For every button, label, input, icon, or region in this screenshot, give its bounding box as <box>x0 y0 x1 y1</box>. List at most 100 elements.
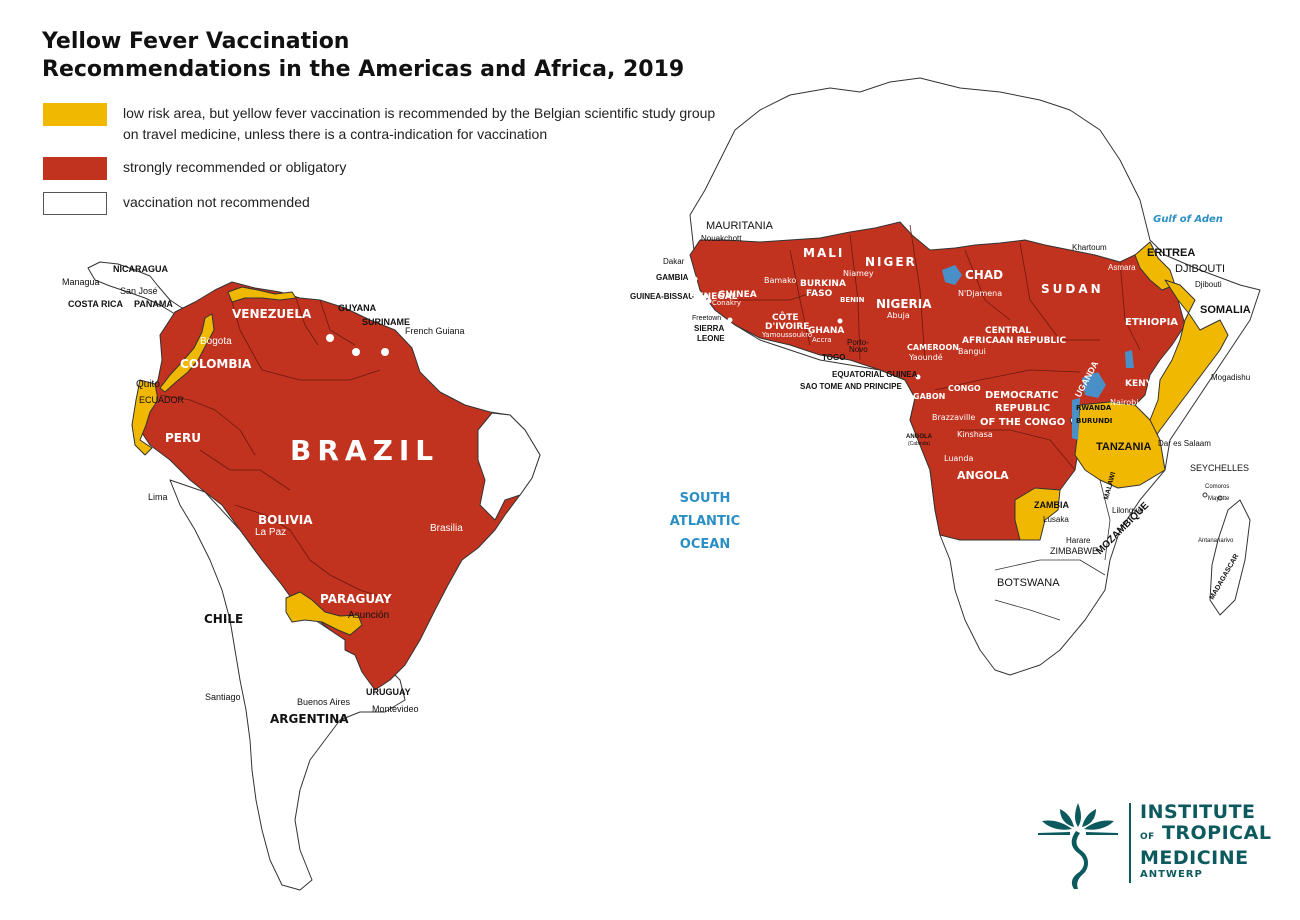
label-nicaragua: NICARAGUA <box>113 264 168 274</box>
label-djibouti-city: Djibouti <box>1195 280 1222 289</box>
label-brazzaville: Brazzaville <box>932 413 975 422</box>
legend-swatch-obligatory <box>43 157 107 180</box>
label-la-paz: La Paz <box>255 527 286 538</box>
label-montevideo: Montevideo <box>372 704 419 714</box>
label-somalia: SOMALIA <box>1200 304 1251 316</box>
colombia-andes-low-risk <box>159 313 215 393</box>
label-nouakchott: Nouakchott <box>701 234 742 243</box>
label-sierra: SIERRA <box>694 324 724 333</box>
label-antananarivo: Antananarivo <box>1198 538 1234 544</box>
label-brazil: BRAZIL <box>290 434 439 467</box>
label-rwanda: RWANDA <box>1076 404 1112 412</box>
legend-label-low-risk-2: on travel medicine, unless there is a co… <box>123 126 548 142</box>
label-bogota: Bogota <box>200 336 232 347</box>
label-djibouti: DJIBOUTI <box>1175 263 1225 275</box>
itm-logo-icon <box>1038 803 1118 889</box>
label-guinea: GUINEA <box>718 290 757 300</box>
label-angola-cabinda: ANGOLA <box>906 434 933 440</box>
label-togo: TOGO <box>822 353 845 362</box>
label-comoros: Comoros <box>1205 484 1229 490</box>
label-bamako: Bamako <box>764 276 796 285</box>
logo-line-3: MEDICINE <box>1140 847 1249 869</box>
label-car-1: CENTRAL <box>985 326 1031 336</box>
paraguay-argentina-low-risk <box>285 591 363 636</box>
logo-line-4: ANTWERP <box>1140 869 1203 880</box>
label-guinea-bissau: GUINEA-BISSAU <box>630 292 694 301</box>
label-equatorial-guinea: EQUATORIAL GUINEA <box>832 370 918 379</box>
title-line-2: Recommendations in the Americas and Afri… <box>42 57 685 82</box>
label-sao-tome: SAO TOME AND PRINCIPE <box>800 382 902 391</box>
label-zambia: ZAMBIA <box>1034 500 1069 510</box>
label-eritrea: ERITREA <box>1147 247 1195 259</box>
label-conakry: Conakry <box>712 299 741 307</box>
label-kinshasa: Kinshasa <box>957 430 993 439</box>
label-quito: Quito <box>136 379 160 390</box>
label-kenya: KENYA <box>1125 379 1158 389</box>
label-managua: Managua <box>62 277 100 287</box>
lake-turkana <box>1125 350 1134 368</box>
label-bangui: Bangui <box>958 347 986 356</box>
label-mayotte: Mayotte <box>1208 496 1230 502</box>
label-ecuador: ECUADOR <box>139 395 185 405</box>
label-zimbabwe: ZIMBABWE <box>1050 546 1098 556</box>
label-chile: CHILE <box>204 612 243 626</box>
label-lusaka: Lusaka <box>1043 515 1069 524</box>
label-luanda: Luanda <box>944 454 973 463</box>
label-venezuela: VENEZUELA <box>232 307 312 321</box>
label-porto: Porto- <box>847 338 869 347</box>
label-uruguay: URUGUAY <box>366 687 411 697</box>
label-ocean-2: ATLANTIC <box>670 514 740 529</box>
label-angola: ANGOLA <box>957 469 1009 482</box>
label-yaounde: Yaoundé <box>908 352 943 362</box>
label-bolivia: BOLIVIA <box>258 513 313 527</box>
lake-tanganyika <box>1072 398 1080 440</box>
map-title: Yellow Fever Vaccination Recommendations… <box>42 28 684 84</box>
label-cabinda: (Cabinda) <box>908 441 930 447</box>
label-lima: Lima <box>148 492 168 502</box>
legend-item-obligatory: strongly recommended or obligatory <box>43 157 723 180</box>
label-burundi: BURUNDI <box>1076 417 1112 425</box>
label-gulf-of-aden: Gulf of Aden <box>1153 214 1223 225</box>
label-dakar: Dakar <box>663 257 685 266</box>
label-harare: Harare <box>1066 536 1091 545</box>
label-niamey: Niamey <box>843 269 874 278</box>
zambia-low-risk <box>1014 487 1061 541</box>
label-nigeria: NIGERIA <box>876 297 932 311</box>
label-san-jose: San José <box>120 286 158 296</box>
label-buenos-aires: Buenos Aires <box>297 697 351 707</box>
legend-item-not-recommended: vaccination not recommended <box>43 192 723 215</box>
legend-label-not-recommended: vaccination not recommended <box>123 194 310 210</box>
label-accra: Accra <box>812 336 832 344</box>
label-guyana: GUYANA <box>338 303 377 313</box>
label-gambia: GAMBIA <box>656 273 689 282</box>
label-benin: BENIN <box>840 296 865 304</box>
label-asmara: Asmara <box>1108 263 1136 272</box>
itm-logo-text: INSTITUTE OF TROPICAL MEDICINE ANTWERP <box>1140 801 1271 881</box>
lake-chad <box>942 265 962 285</box>
label-niger: NIGER <box>865 255 917 269</box>
label-sudan: SUDAN <box>1041 282 1104 296</box>
label-drc-2: REPUBLIC <box>995 403 1050 414</box>
label-congo: CONGO <box>948 384 981 393</box>
label-car-2: AFRICAAN REPUBLIC <box>962 336 1067 346</box>
label-burkina: BURKINA <box>800 279 846 289</box>
label-panama: PANAMA <box>134 299 173 309</box>
label-ghana: GHANA <box>808 326 844 336</box>
label-abuja: Abuja <box>887 311 910 320</box>
legend-item-low-risk: low risk area, but yellow fever vaccinat… <box>43 103 723 145</box>
logo-divider <box>1129 803 1131 883</box>
legend-label-low-risk-1: low risk area, but yellow fever vaccinat… <box>123 105 716 121</box>
label-faso: FASO <box>806 289 833 299</box>
label-khartoum: Khartoum <box>1072 243 1107 252</box>
ecuador-peru-coast-low-risk <box>131 379 159 456</box>
southern-cone <box>169 479 406 891</box>
label-mauritania: MAURITANIA <box>706 220 774 232</box>
label-colombia: COLOMBIA <box>180 357 252 371</box>
label-novo: Novo <box>849 345 868 354</box>
label-drc-1: DEMOCRATIC <box>985 390 1058 401</box>
label-ocean-3: OCEAN <box>680 537 730 552</box>
label-senegal: SENEGAL <box>691 292 738 302</box>
legend-label-obligatory: strongly recommended or obligatory <box>123 159 347 175</box>
label-yamoussoukro: Yamoussoukro <box>761 331 812 339</box>
logo-line-1: INSTITUTE <box>1140 801 1256 823</box>
